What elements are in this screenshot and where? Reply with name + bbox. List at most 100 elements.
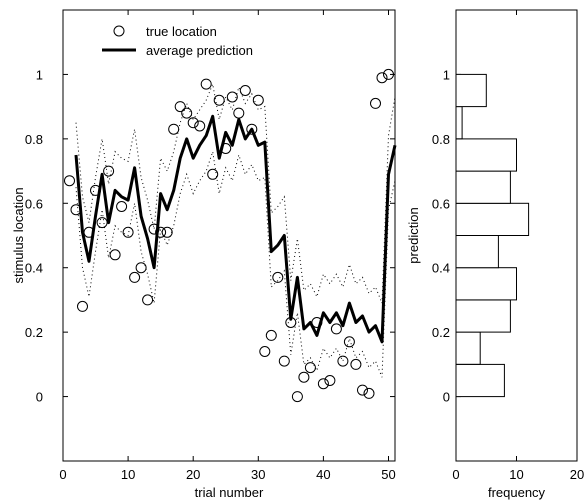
main-x-tick-label: 20 [186,467,200,482]
true-location-point [174,101,186,113]
true-location-point [96,217,108,229]
true-location-point [220,143,232,154]
main-x-axis: 0 10 20 30 40 50 [59,10,396,482]
true-location-point [337,355,349,367]
main-y-tick-label: 0.2 [25,325,43,340]
true-location-point [83,226,95,238]
legend: true location average prediction [102,24,253,58]
prediction-band-upper [75,82,396,304]
main-y-axis: 0 0.2 0.4 0.6 0.8 1 [25,67,395,405]
true-location-point [285,317,297,328]
true-location-point [383,68,394,80]
main-x-tick-label: 0 [59,467,66,482]
histogram-x-tick-label: 0 [452,467,459,482]
true-location-point [311,317,323,328]
true-location-point [304,362,316,374]
histogram-y-tick-label: 0.8 [432,132,450,147]
true-location-point [343,336,355,348]
histogram-bar [455,170,511,204]
main-x-tick-label: 50 [381,467,395,482]
main-y-tick-label: 0.6 [25,196,43,211]
true-location-point [265,329,277,341]
histogram-y-tick-label: 1 [443,67,450,82]
true-location-point [103,165,115,177]
main-y-axis-label: stimulus location [11,187,26,283]
histogram-bar [455,331,481,365]
true-location-point [187,117,199,129]
histogram-y-tick-label: 0 [443,390,450,405]
true-location-point [70,204,82,216]
true-location-point [324,375,336,386]
true-location-point [168,123,180,135]
true-location-point [135,262,147,274]
true-location-point [291,391,303,403]
true-location-point [155,226,167,238]
true-location-point [64,175,75,187]
true-location-point [278,355,290,367]
true-location-point [272,271,284,283]
true-location-point [109,249,121,261]
histogram-y-tick-label: 0.4 [432,261,450,276]
main-y-tick-label: 0.8 [25,132,43,147]
legend-label-average-prediction: average prediction [146,43,253,58]
true-location-point [129,271,141,283]
true-location-point [357,384,368,396]
true-location-point [370,97,381,109]
main-y-tick-label: 0 [36,390,43,405]
true-location-point [298,371,310,383]
histogram-bar [455,267,517,301]
true-location-point [207,168,219,180]
histogram-y-axis: 0 0.2 0.4 0.6 0.8 1 [432,67,461,405]
true-location-point [122,226,134,238]
main-plot-frame [62,9,396,462]
legend-label-true-location: true location [146,24,217,39]
main-x-axis-label: trial number [195,485,264,500]
legend-marker-true-location [113,25,125,37]
true-location-point [239,85,251,96]
average-prediction-line [74,114,397,344]
histogram-bar [455,235,499,269]
true-location-point [161,226,173,238]
true-location-point [194,120,206,132]
true-location-point [213,94,225,106]
true-location-points [64,68,394,403]
true-location-point [363,387,375,399]
main-x-tick-label: 40 [316,467,330,482]
true-location-point [116,201,128,212]
histogram-x-axis-label: frequency [488,485,546,500]
histogram-bar [455,106,463,140]
true-location-point [259,346,271,357]
true-location-point [181,107,193,119]
histogram-bars [455,73,530,398]
true-location-point [90,184,101,196]
histogram-bar [455,299,511,333]
histogram-bar [455,202,530,237]
histogram-bar [455,363,505,398]
prediction-band [75,82,396,378]
true-location-point [330,323,342,335]
prediction-band-lower [75,151,396,378]
main-plot-panel: 0 10 20 30 40 50 00.20.40.60.81 trial number … [11,9,397,500]
main-x-tick-label: 10 [121,467,135,482]
true-location-point [142,294,154,306]
true-location-point [252,94,264,106]
histogram-bar [455,138,517,172]
true-location-point [317,378,329,390]
main-x-tick-label: 30 [251,467,265,482]
true-location-point [233,107,245,119]
histogram-panel: 0 10 20 0 0.2 0.4 0.6 0.8 1 frequency predictio… [406,9,584,500]
true-location-point [77,300,88,312]
histogram-x-tick-label: 10 [509,467,523,482]
main-y-tick-label: 1 [36,67,43,82]
true-location-point [200,78,212,90]
true-location-point [246,123,258,135]
true-location-point [148,223,160,235]
histogram-y-tick-label: 0.2 [432,325,450,340]
histogram-x-tick-label: 20 [570,467,584,482]
true-location-point [350,358,362,370]
histogram-y-tick-label: 0.6 [432,196,450,211]
histogram-y-axis-label: prediction [406,207,421,263]
histogram-x-axis: 0 10 20 [452,10,584,482]
main-y-tick-label: 0.4 [25,261,43,276]
